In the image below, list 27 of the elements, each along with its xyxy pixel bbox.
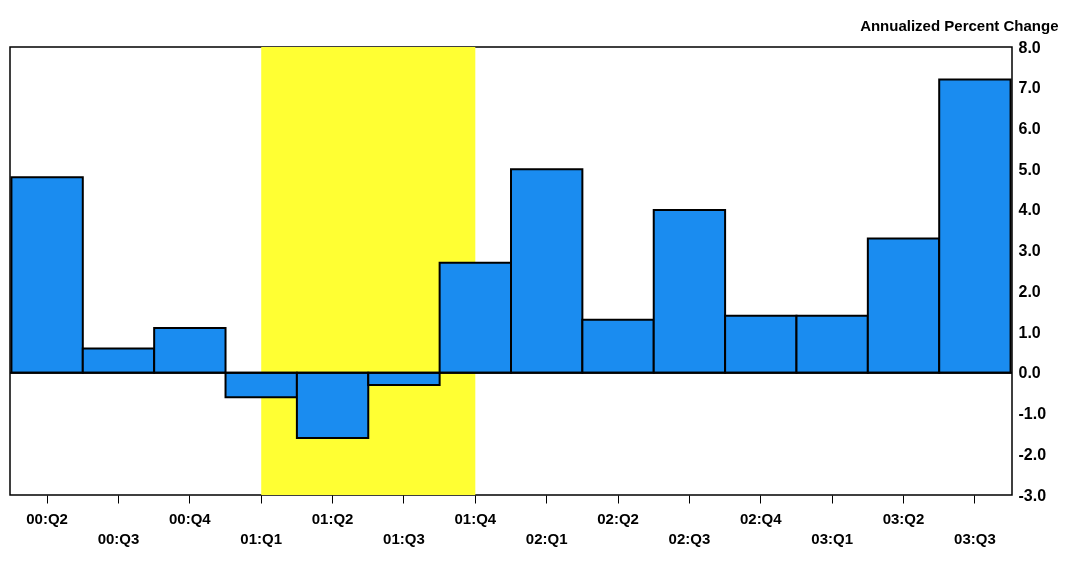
x-tick-label: 02:Q1	[525, 529, 568, 547]
y-tick-label: 7.0	[1018, 79, 1041, 97]
x-tick-label: 03:Q3	[954, 529, 996, 547]
y-tick-label: -3.0	[1018, 486, 1047, 504]
x-tick-label: 01:Q4	[454, 509, 497, 527]
y-tick-label: -2.0	[1018, 445, 1047, 463]
y-tick-label: 0.0	[1018, 364, 1041, 382]
x-tick-label: 00:Q3	[97, 529, 140, 547]
y-tick-label: 2.0	[1018, 282, 1041, 300]
x-tick-label: 01:Q3	[383, 529, 425, 547]
x-tick-label: 00:Q2	[26, 509, 68, 527]
y-axis-title: Annualized Percent Change	[860, 16, 1059, 34]
x-tick-label: 02:Q4	[739, 509, 783, 527]
x-tick-label: 00:Q4	[168, 509, 212, 527]
x-tick-label: 02:Q3	[668, 529, 711, 547]
y-tick-label: 4.0	[1018, 201, 1041, 219]
x-tick-label: 03:Q2	[882, 509, 925, 527]
x-tick-label: 01:Q1	[240, 529, 283, 547]
y-tick-label: 3.0	[1018, 242, 1041, 260]
y-tick-label: 1.0	[1018, 323, 1041, 341]
y-tick-label: 8.0	[1018, 38, 1041, 56]
x-tick-label: 01:Q2	[311, 509, 354, 527]
y-tick-label: 6.0	[1018, 119, 1041, 137]
y-tick-label: -1.0	[1018, 405, 1047, 423]
y-tick-label: 5.0	[1018, 160, 1041, 178]
x-tick-label: 03:Q1	[811, 529, 854, 547]
x-tick-label: 02:Q2	[597, 509, 639, 527]
